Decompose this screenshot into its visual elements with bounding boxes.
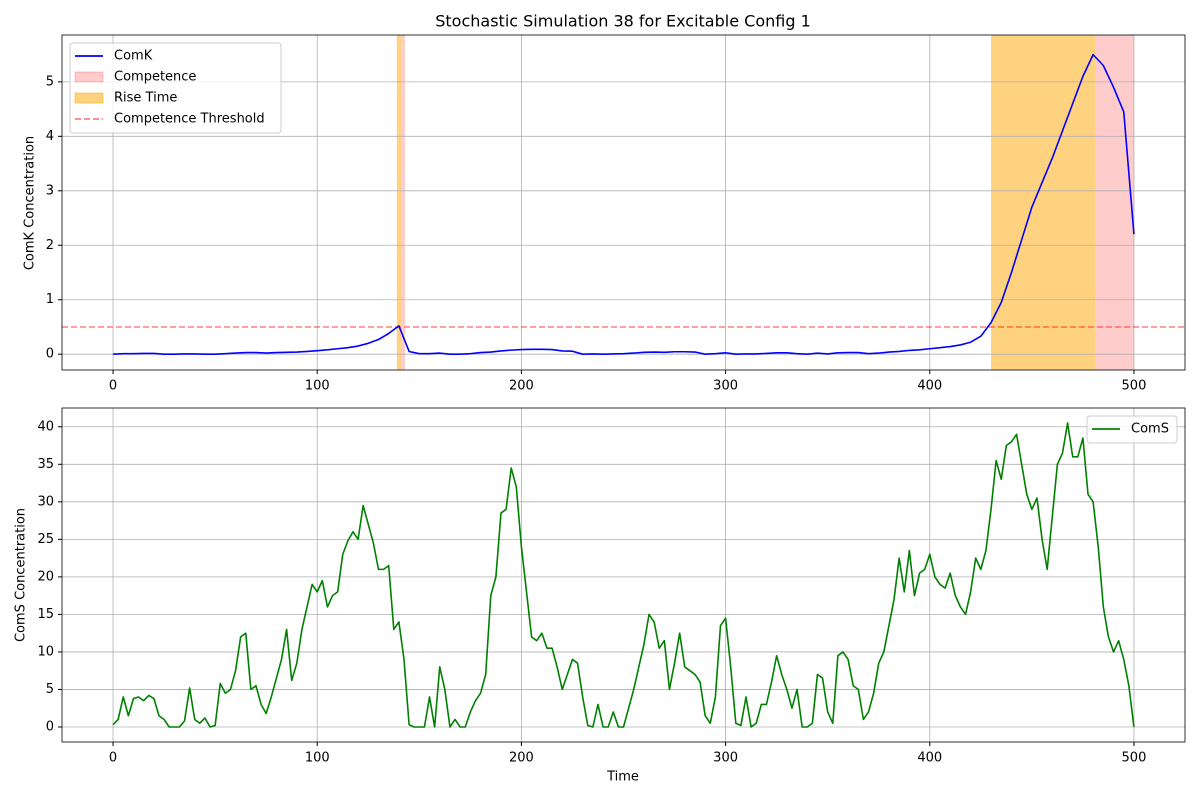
x-tick-label: 300 xyxy=(713,751,738,766)
y-tick-label: 10 xyxy=(37,644,54,659)
legend-label: Competence xyxy=(114,70,196,85)
legend-swatch xyxy=(74,92,104,104)
legend-box xyxy=(69,42,282,134)
data-line xyxy=(112,422,1135,728)
x-tick-label: 0 xyxy=(109,379,117,394)
x-tick-label: 300 xyxy=(713,379,738,394)
legend-label: ComK xyxy=(114,49,153,64)
x-tick-label: 0 xyxy=(109,751,117,766)
y-tick-label: 1 xyxy=(46,292,54,307)
y-tick-label: 4 xyxy=(46,129,54,144)
y-tick-label: 2 xyxy=(46,238,54,253)
x-axis-label: Time xyxy=(606,770,639,785)
span xyxy=(1095,35,1134,370)
x-tick-label: 500 xyxy=(1122,751,1147,766)
y-tick-label: 5 xyxy=(46,74,54,89)
y-tick-label: 3 xyxy=(46,183,54,198)
x-tick-label: 200 xyxy=(509,379,534,394)
axes-frame xyxy=(61,34,1186,371)
y-tick-label: 15 xyxy=(37,607,54,622)
span xyxy=(400,35,406,370)
legend-label: ComS xyxy=(1131,422,1169,437)
y-tick-label: 20 xyxy=(37,569,54,584)
span xyxy=(396,35,401,370)
y-tick-label: 0 xyxy=(46,719,54,734)
x-tick-label: 500 xyxy=(1122,379,1147,394)
y-tick-label: 35 xyxy=(37,457,54,472)
y-tick-label: 0 xyxy=(46,347,54,362)
x-tick-label: 100 xyxy=(305,751,330,766)
x-tick-label: 200 xyxy=(509,751,534,766)
y-axis-label: ComK Concentration xyxy=(23,136,38,270)
y-tick-label: 40 xyxy=(37,419,54,434)
legend-label: Competence Threshold xyxy=(114,112,265,127)
x-tick-label: 400 xyxy=(917,379,942,394)
legend-label: Rise Time xyxy=(114,91,177,106)
y-tick-label: 5 xyxy=(46,682,54,697)
y-tick-label: 25 xyxy=(37,532,54,547)
y-axis-label: ComS Concentration xyxy=(14,508,29,642)
x-tick-label: 100 xyxy=(305,379,330,394)
y-tick-label: 30 xyxy=(37,494,54,509)
data-line xyxy=(113,53,1135,355)
legend-box xyxy=(1086,415,1178,444)
legend-swatch xyxy=(74,71,104,83)
x-tick-label: 400 xyxy=(917,751,942,766)
axes-frame xyxy=(61,407,1186,743)
chart-title: Stochastic Simulation 38 for Excitable C… xyxy=(435,12,811,31)
